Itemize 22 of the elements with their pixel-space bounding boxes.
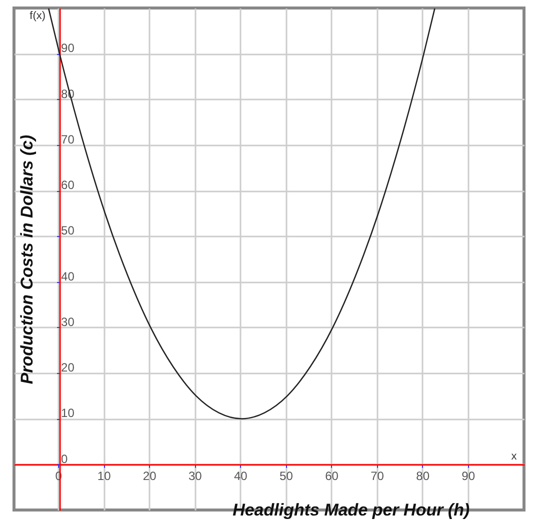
x-tick-label: 50 <box>280 468 294 483</box>
y-tick-label: 30 <box>61 314 75 329</box>
x-axis-title: Headlights Made per Hour (h) <box>232 500 470 520</box>
y-tick-label: 60 <box>61 178 75 192</box>
x-tick-label: 10 <box>97 468 112 483</box>
x-tick-label: 60 <box>325 468 339 483</box>
y-tick-label: 50 <box>61 224 75 238</box>
y-tick-label: 40 <box>61 269 75 284</box>
y-tick-label: 0 <box>61 452 68 466</box>
x-tick-label: 80 <box>416 468 430 483</box>
x-tick-label: 40 <box>234 468 248 483</box>
x-tick-label: 70 <box>370 468 384 483</box>
annotation: x <box>511 450 518 462</box>
x-tick-label: 90 <box>462 468 476 483</box>
x-tick-label: 30 <box>188 468 202 483</box>
y-tick-label: 70 <box>61 132 75 146</box>
y-tick-label: 90 <box>61 41 75 56</box>
y-tick-label: 10 <box>61 406 75 420</box>
y-axis-title: Production Costs in Dollars (c) <box>18 134 36 384</box>
x-tick-label: 20 <box>142 468 157 483</box>
y-tick-label: 20 <box>61 360 75 375</box>
annotation: f(x) <box>30 10 46 22</box>
